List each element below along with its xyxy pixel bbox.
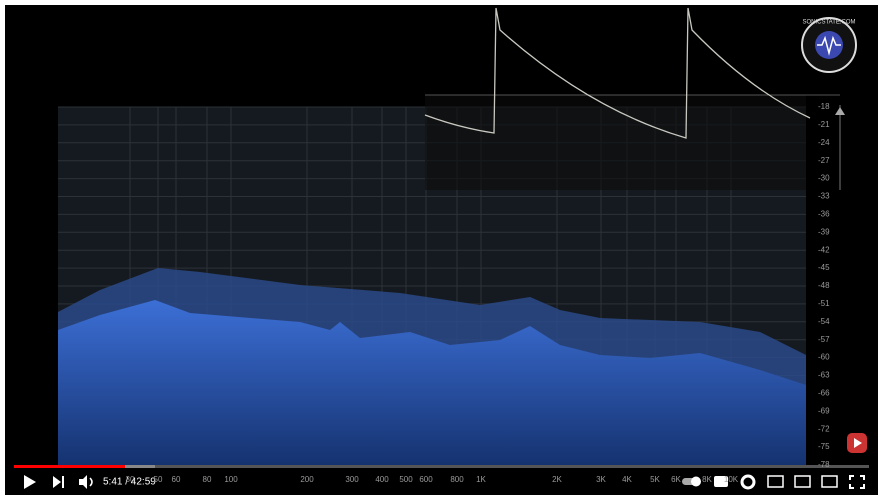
y-label: -30 <box>818 174 830 183</box>
miniplayer-button[interactable] <box>767 475 784 488</box>
captions-button[interactable] <box>714 476 728 487</box>
x-label: 200 <box>300 475 314 484</box>
scroll-arrow <box>835 107 845 115</box>
volume-button[interactable] <box>79 475 93 489</box>
y-label: -36 <box>818 210 830 219</box>
settings-button[interactable] <box>740 474 756 490</box>
x-label: 1K <box>476 475 486 484</box>
theater-button[interactable] <box>794 475 811 488</box>
fullscreen-button[interactable] <box>849 475 865 489</box>
x-label: 400 <box>375 475 389 484</box>
x-label: 100 <box>224 475 238 484</box>
y-label: -54 <box>818 317 830 326</box>
y-label: -24 <box>818 138 830 147</box>
play-button[interactable] <box>24 475 36 489</box>
y-label: -60 <box>818 353 830 362</box>
x-label: 600 <box>419 475 433 484</box>
y-label: -21 <box>818 120 830 129</box>
y-label: -33 <box>818 192 830 201</box>
y-label: -69 <box>818 406 830 415</box>
y-label: -45 <box>818 263 830 272</box>
y-label: -39 <box>818 227 830 236</box>
logo-text: SONICSTATE.COM <box>802 20 855 26</box>
x-label: 300 <box>345 475 359 484</box>
waveform-panel <box>425 95 806 190</box>
y-label: -42 <box>818 245 830 254</box>
x-label: 6K <box>671 475 681 484</box>
x-label: 8K <box>702 475 712 484</box>
autoplay-toggle[interactable] <box>682 476 701 487</box>
x-label: 4K <box>622 475 632 484</box>
logo-inner <box>815 31 843 59</box>
x-label: 80 <box>203 475 212 484</box>
y-label: -57 <box>818 335 830 344</box>
y-label: -75 <box>818 442 830 451</box>
waveform <box>424 7 811 139</box>
y-label: -48 <box>818 281 830 290</box>
x-label: 2K <box>552 475 562 484</box>
y-label: -18 <box>818 102 830 111</box>
spectrum-area <box>58 300 806 466</box>
y-label: -72 <box>818 424 830 433</box>
x-label: 50 <box>154 475 163 484</box>
x-label: 800 <box>450 475 464 484</box>
youtube-button[interactable] <box>847 433 867 453</box>
cast-button[interactable] <box>821 475 838 488</box>
x-label: 60 <box>172 475 181 484</box>
progress-played <box>14 465 125 468</box>
y-label: -78 <box>818 460 830 469</box>
x-label: 10K <box>724 475 739 484</box>
y-label: -51 <box>818 299 830 308</box>
y-label: -66 <box>818 389 830 398</box>
y-label: -27 <box>818 156 830 165</box>
next-button[interactable] <box>53 476 64 488</box>
y-label: -63 <box>818 371 830 380</box>
logo-wave <box>817 35 841 56</box>
x-label: 5K <box>650 475 660 484</box>
progress-track[interactable] <box>14 465 869 468</box>
x-label: 3K <box>596 475 606 484</box>
x-label: 500 <box>399 475 413 484</box>
time-display: 5:41 / 42:59 <box>103 477 156 488</box>
x-label: 30 <box>126 475 135 484</box>
